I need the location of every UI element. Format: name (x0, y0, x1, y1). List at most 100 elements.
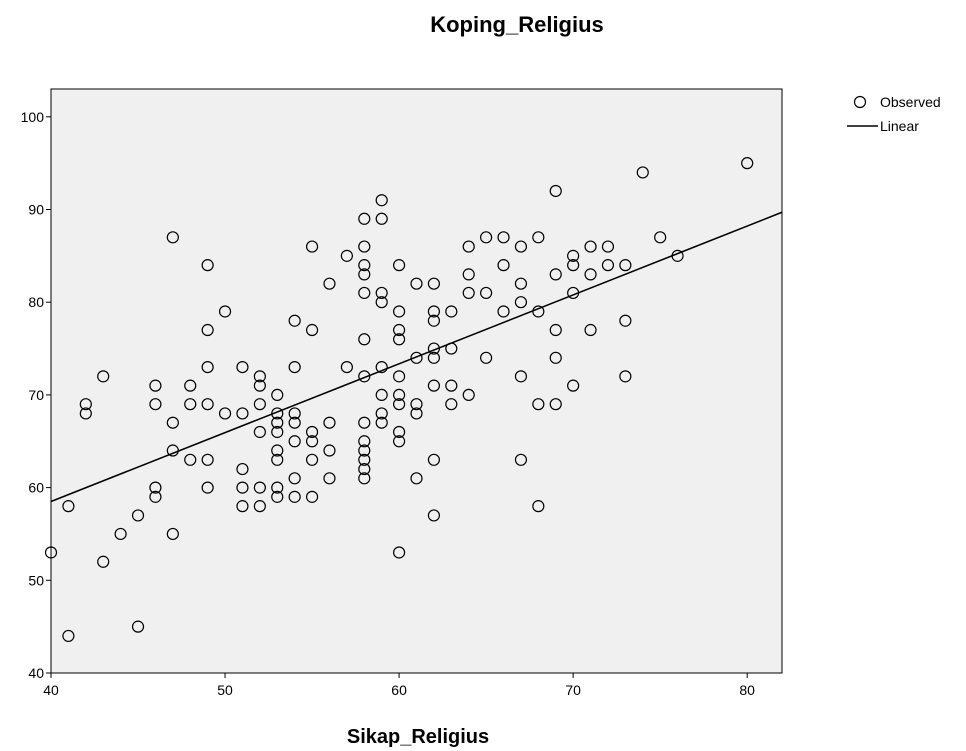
y-tick-label: 60 (28, 480, 44, 496)
y-tick-label: 40 (28, 665, 44, 681)
observed-point (358, 240, 371, 253)
observed-point (79, 407, 92, 420)
observed-point (462, 388, 475, 402)
observed-point (288, 435, 301, 448)
observed-point (201, 360, 214, 374)
observed-point (514, 370, 528, 383)
observed-point (375, 212, 388, 225)
x-tick-label: 50 (217, 682, 233, 698)
y-tick-label: 90 (28, 202, 44, 218)
observed-point (253, 398, 266, 411)
y-axis: 40 50 60 70 80 90 100 (21, 109, 51, 681)
observed-point (166, 527, 179, 541)
y-tick-label: 50 (28, 572, 44, 588)
observed-point (305, 490, 319, 503)
observed-point (445, 305, 458, 318)
observed-point (131, 620, 145, 633)
observed-point (271, 453, 284, 466)
observed-point (427, 351, 441, 364)
observed-point (271, 481, 284, 494)
x-tick-label: 40 (43, 682, 59, 698)
observed-point (201, 259, 214, 272)
y-tick-label: 70 (28, 387, 44, 403)
observed-point (549, 351, 562, 364)
observed-point (253, 425, 266, 439)
observed-point (462, 286, 475, 300)
observed-point (201, 323, 214, 337)
observed-point (497, 231, 510, 244)
observed-point (288, 416, 301, 429)
observed-point (392, 425, 406, 439)
observed-point (532, 398, 545, 411)
observed-point (410, 351, 423, 364)
observed-point (62, 500, 75, 513)
observed-point (601, 240, 615, 253)
observed-point (358, 444, 371, 457)
observed-point (149, 379, 162, 392)
observed-point (584, 240, 597, 253)
observed-point (619, 314, 632, 327)
observed-point (480, 286, 493, 300)
observed-points (44, 157, 754, 643)
observed-point (288, 407, 301, 420)
observed-point (427, 453, 441, 466)
y-tick-label: 80 (28, 294, 44, 310)
observed-point (236, 360, 249, 374)
observed-point (601, 259, 615, 272)
observed-point (166, 416, 179, 429)
observed-point (236, 462, 249, 476)
linear-fit (50, 211, 783, 503)
observed-point (549, 398, 562, 411)
observed-point (741, 157, 754, 170)
observed-point (236, 500, 249, 513)
legend-observed-circle-icon (853, 95, 867, 109)
observed-point (271, 490, 284, 503)
observed-point (358, 268, 371, 281)
observed-point (358, 370, 371, 383)
observed-point (288, 490, 301, 503)
observed-point (567, 249, 580, 262)
observed-point (584, 323, 597, 337)
x-axis: 40 50 60 70 80 (43, 673, 755, 698)
observed-point (184, 379, 197, 392)
legend: Observed Linear (847, 94, 941, 134)
observed-point (427, 314, 441, 327)
observed-point (166, 231, 179, 244)
x-tick-label: 70 (565, 682, 581, 698)
legend-observed-label: Observed (880, 94, 941, 110)
observed-point (358, 333, 371, 346)
observed-point (375, 388, 388, 402)
observed-point (236, 407, 249, 420)
observed-point (131, 509, 145, 522)
observed-point (218, 305, 232, 318)
observed-point (410, 398, 423, 411)
observed-point (288, 360, 301, 374)
observed-point (358, 259, 371, 272)
observed-point (392, 388, 406, 402)
observed-point (549, 268, 562, 281)
observed-point (305, 435, 319, 448)
observed-point (340, 360, 353, 374)
observed-point (410, 407, 423, 420)
observed-point (392, 546, 406, 559)
observed-point (427, 379, 441, 392)
observed-point (271, 425, 284, 439)
x-axis-label: Sikap_Religius (347, 726, 489, 748)
observed-point (497, 259, 510, 272)
observed-point (619, 370, 632, 383)
observed-point (201, 398, 214, 411)
observed-point (375, 360, 388, 374)
observed-point (392, 323, 406, 337)
observed-point (567, 379, 580, 392)
observed-point (358, 435, 371, 448)
observed-point (375, 416, 388, 429)
observed-point (201, 481, 214, 494)
observed-point (497, 305, 510, 318)
observed-point (410, 277, 423, 290)
observed-point (392, 333, 406, 346)
observed-point (532, 500, 545, 513)
observed-point (323, 444, 336, 457)
observed-point (340, 249, 353, 262)
plot-area (50, 88, 783, 674)
observed-point (358, 416, 371, 429)
